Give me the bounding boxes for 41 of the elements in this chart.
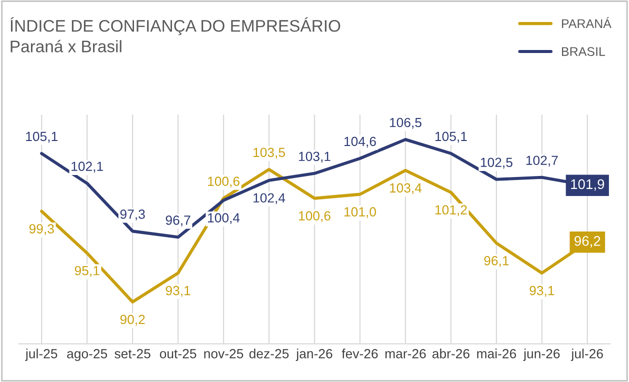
x-tick-label: fev-26 <box>342 348 378 358</box>
data-label: 93,1 <box>166 286 190 297</box>
x-tick-label: jul-26 <box>570 348 603 361</box>
data-label: 103,1 <box>299 152 330 163</box>
data-label: 95,1 <box>74 266 100 277</box>
data-label: 101,2 <box>435 205 467 216</box>
data-label: 96,1 <box>484 256 509 267</box>
data-label: 105,1 <box>26 132 58 143</box>
chart-subtitle: Paraná x Brasil <box>10 40 122 52</box>
x-tick-label: out-25 <box>160 349 196 358</box>
data-label: 104,6 <box>344 136 376 148</box>
x-tick-label: jun-26 <box>523 348 560 361</box>
chart-title: ÍNDICE DE CONFIANÇA DO EMPRESÁRIO <box>10 17 340 36</box>
x-tick-label: ago-25 <box>67 349 108 361</box>
data-label: 100,4 <box>208 213 240 224</box>
data-label: 102,4 <box>254 193 286 204</box>
data-label: 103,4 <box>390 183 422 194</box>
data-label: 90,2 <box>120 314 145 326</box>
data-label: 96,7 <box>166 216 190 226</box>
data-label: 100,6 <box>208 176 240 188</box>
x-tick-label: abr-26 <box>432 348 470 358</box>
data-label: 103,5 <box>254 148 285 159</box>
data-label: 102,7 <box>526 156 558 167</box>
data-label: 99,3 <box>29 224 54 236</box>
x-tick-label: nov-25 <box>204 349 244 358</box>
data-label: 97,3 <box>120 210 145 220</box>
data-label: 101,0 <box>344 207 376 218</box>
x-tick-label: mar-26 <box>385 349 426 358</box>
data-label: 106,5 <box>390 118 422 129</box>
data-label: 100,6 <box>299 211 330 222</box>
data-label: 102,1 <box>72 162 103 173</box>
x-tick-label: mai-26 <box>477 348 516 358</box>
x-tick-label: set-25 <box>114 349 150 358</box>
legend-label: BRASIL <box>562 47 606 56</box>
legend-label: PARANÁ <box>562 17 612 28</box>
x-tick-label: jul-25 <box>25 348 58 361</box>
data-label: 93,1 <box>530 286 554 297</box>
data-label: 102,5 <box>480 158 512 169</box>
data-label: 105,1 <box>435 132 467 143</box>
x-tick-label: dez-25 <box>249 348 289 358</box>
x-tick-label: jan-26 <box>296 348 332 361</box>
